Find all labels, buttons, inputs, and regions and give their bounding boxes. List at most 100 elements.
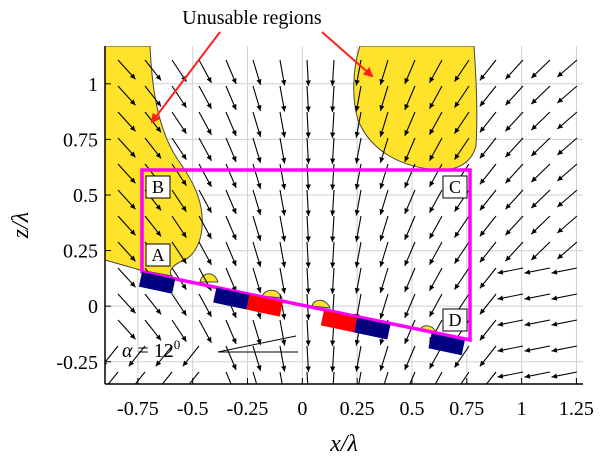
field-arrow: [171, 293, 187, 316]
field-arrow: [556, 137, 578, 156]
field-arrow: [454, 59, 470, 82]
field-arrow: [117, 59, 136, 80]
field-arrow: [252, 345, 262, 372]
field-arrow: [171, 241, 187, 264]
field-arrow: [530, 137, 551, 157]
field-arrow: [225, 163, 237, 189]
field-arrow: [305, 345, 311, 372]
field-arrow: [354, 111, 362, 138]
field-arrow: [379, 111, 389, 138]
svg-text:A: A: [152, 245, 165, 265]
svg-text:B: B: [152, 177, 164, 197]
field-arrow: [524, 319, 551, 327]
field-arrow: [479, 59, 497, 81]
field-arrow: [429, 59, 443, 84]
field-arrow: [305, 189, 311, 216]
y-tick-label: 0: [88, 296, 98, 318]
field-arrow: [198, 189, 212, 214]
field-arrow: [198, 137, 212, 162]
field-arrow: [454, 267, 470, 290]
field-arrow: [279, 215, 287, 242]
field-arrow: [429, 293, 443, 318]
field-arrow: [252, 137, 262, 164]
field-arrow: [198, 85, 212, 110]
field-arrow: [330, 111, 336, 138]
field-arrow: [556, 163, 578, 182]
field-arrow: [225, 111, 237, 137]
field-arrow: [530, 241, 551, 261]
field-arrow: [379, 85, 389, 112]
field-arrow: [379, 215, 389, 242]
annotation-arrow: [321, 31, 374, 78]
field-arrow: [505, 85, 524, 106]
field-arrow: [429, 215, 443, 240]
field-arrow: [225, 137, 237, 163]
field-arrow: [530, 59, 551, 79]
unusable-region-left: [105, 46, 203, 277]
field-arrow: [556, 85, 578, 104]
field-arrow: [279, 267, 287, 294]
point-label-d: D: [442, 308, 468, 332]
field-arrow: [404, 59, 416, 85]
field-arrow: [404, 319, 416, 345]
field-arrow: [429, 163, 443, 188]
field-arrow: [330, 85, 336, 112]
annotation-text: Unusable regions: [182, 7, 322, 29]
field-arrow: [198, 241, 212, 266]
field-arrow: [383, 371, 389, 384]
field-arrow: [404, 85, 416, 111]
field-arrow: [330, 137, 336, 164]
field-arrow: [404, 189, 416, 215]
field-arrow: [479, 111, 497, 133]
tilt-angle-indicator: α = 120: [122, 335, 298, 362]
field-arrow: [379, 241, 389, 268]
element-red: [246, 294, 283, 317]
field-arrow: [252, 215, 262, 242]
field-arrow: [524, 371, 551, 379]
field-arrow: [117, 163, 136, 184]
field-arrow: [530, 85, 551, 105]
field-arrow: [117, 293, 136, 314]
field-arrow: [171, 189, 187, 212]
field-arrow: [505, 215, 524, 236]
element-blue: [428, 333, 465, 356]
field-arrow: [252, 85, 262, 112]
field-arrow: [551, 319, 578, 327]
field-arrow: [354, 137, 362, 164]
field-arrow: [330, 267, 336, 294]
field-arrow: [530, 215, 551, 235]
field-arrow: [354, 189, 362, 216]
y-axis-label: z/λ: [8, 212, 34, 239]
point-label-c: C: [442, 175, 468, 199]
field-arrow: [305, 319, 311, 346]
field-arrow: [354, 241, 362, 268]
field-arrow: [556, 241, 578, 260]
field-arrow: [252, 319, 262, 346]
field-arrow: [225, 215, 237, 241]
field-arrow: [144, 137, 162, 159]
field-arrow: [551, 293, 578, 301]
axes-frame: [104, 46, 583, 385]
field-arrow: [128, 345, 146, 367]
field-arrow: [497, 371, 524, 379]
vector-field: [105, 59, 578, 384]
field-arrow: [404, 111, 416, 137]
field-arrow: [454, 137, 470, 160]
field-arrow: [252, 111, 262, 138]
field-arrow: [379, 59, 389, 86]
field-arrow: [497, 345, 524, 353]
x-tick-label: -0.75: [117, 398, 159, 420]
field-arrow: [252, 371, 258, 384]
element-blue: [213, 287, 250, 310]
field-arrow: [305, 111, 311, 138]
field-arrow: [479, 189, 497, 211]
field-arrow: [117, 137, 136, 158]
field-arrow: [556, 111, 578, 130]
field-arrow: [530, 163, 551, 183]
field-arrow: [182, 345, 200, 367]
field-arrow: [497, 293, 524, 301]
y-tick-label: -0.25: [56, 352, 98, 374]
field-arrow: [279, 85, 287, 112]
field-arrow: [305, 137, 311, 164]
